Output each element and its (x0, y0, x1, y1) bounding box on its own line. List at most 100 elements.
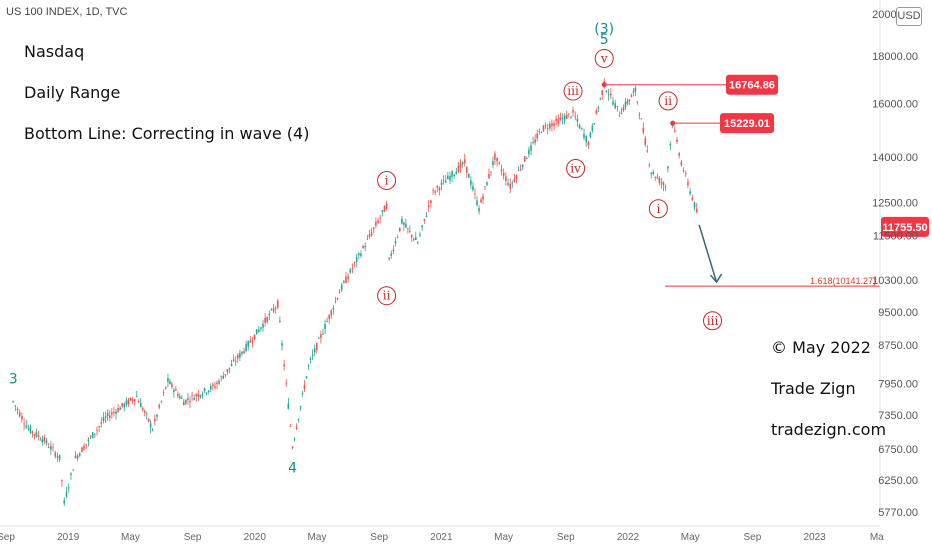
candle-body (58, 454, 61, 460)
candle-body (74, 455, 77, 458)
candle-body (167, 378, 169, 382)
candle-body (461, 162, 464, 165)
candle-body (682, 170, 685, 172)
candle-body (578, 125, 581, 129)
projection-arrow-line (698, 224, 718, 283)
candle-body (530, 145, 532, 151)
candle-body (253, 334, 256, 340)
candle-body (119, 407, 121, 410)
candle-body (490, 171, 492, 173)
candle-body (297, 418, 300, 420)
candle-body (154, 419, 156, 422)
candle-body (230, 364, 233, 367)
candle-body (345, 276, 347, 283)
wave-label: 3 (9, 372, 18, 388)
candle-body (309, 358, 312, 360)
candle-body (197, 393, 200, 397)
currency-badge[interactable]: USD (896, 7, 922, 26)
candle-body (70, 473, 72, 475)
candle-body (381, 210, 384, 212)
candle-body (139, 402, 142, 408)
candle-body (129, 397, 132, 401)
candle-body (245, 344, 247, 352)
candle-body (607, 94, 610, 96)
candle-body (407, 228, 409, 230)
wave-label-circle (566, 159, 586, 179)
candle-body (201, 394, 204, 396)
candle-body (370, 232, 373, 236)
y-tick-label: 14000.00 (872, 152, 918, 164)
candle-body (313, 348, 316, 353)
candle-body (597, 107, 600, 109)
candle-body (224, 373, 227, 375)
candle-body (220, 376, 222, 378)
candle-body (634, 87, 637, 93)
candle-body (513, 178, 516, 182)
candle-body (177, 394, 179, 397)
candle-body (18, 412, 21, 417)
candle-body (494, 153, 496, 160)
candle-body (505, 176, 507, 181)
annotation-line2: Daily Range (24, 83, 121, 102)
candle-body (358, 253, 360, 256)
candle-body (693, 202, 696, 208)
candle-body (549, 123, 551, 129)
candle-body (536, 133, 539, 139)
candle-body (589, 132, 592, 137)
candle-body (565, 114, 568, 120)
candle-body (147, 418, 150, 422)
candle-body (125, 400, 128, 405)
candle-body (191, 394, 193, 396)
peak-marker (601, 82, 607, 88)
candle-body (638, 114, 641, 116)
candle-body (31, 431, 34, 433)
secondary-price-badge (720, 113, 774, 134)
candle-body (47, 447, 50, 448)
candle-body (551, 123, 553, 127)
y-tick-label: 10300.00 (872, 275, 918, 287)
candle-body (482, 196, 484, 200)
candle-body (534, 139, 536, 143)
candle-body (398, 227, 401, 232)
candle-body (145, 413, 148, 415)
candle-body (328, 314, 331, 320)
candle-body (689, 191, 691, 194)
candle-body (476, 200, 478, 206)
candle-body (228, 367, 231, 369)
candle-body (523, 156, 526, 162)
candle-body (414, 237, 417, 241)
candle-body (203, 388, 206, 392)
candle-body (576, 118, 579, 122)
candle-body (680, 162, 683, 166)
candle-body (362, 245, 364, 249)
candle-body (61, 479, 63, 482)
candle-body (423, 218, 426, 221)
candle-body (609, 93, 612, 96)
wave-label-circle (594, 48, 614, 68)
x-tick-label: 2019 (57, 532, 80, 543)
candle-body (187, 398, 189, 401)
candle-body (81, 447, 83, 453)
candle-body (340, 284, 343, 290)
candle-body (658, 177, 661, 183)
candle-body (87, 439, 90, 442)
projection-arrow-head (709, 273, 723, 284)
candle-body (502, 172, 505, 176)
candle-body (538, 131, 541, 132)
candle-body (343, 281, 345, 283)
peak-price-badge (726, 74, 778, 95)
candle-body (301, 393, 304, 394)
candle-body (160, 401, 163, 402)
candle-body (624, 102, 627, 108)
candle-body (447, 175, 449, 180)
candle-body (127, 399, 130, 405)
site-text: tradezign.com (771, 420, 887, 439)
candle-body (599, 98, 602, 99)
candle-body (131, 399, 134, 402)
wave-label-circle (703, 311, 723, 331)
candle-body (622, 107, 625, 111)
candle-body (457, 165, 460, 172)
candle-body (432, 190, 434, 191)
candle-body (644, 138, 647, 145)
